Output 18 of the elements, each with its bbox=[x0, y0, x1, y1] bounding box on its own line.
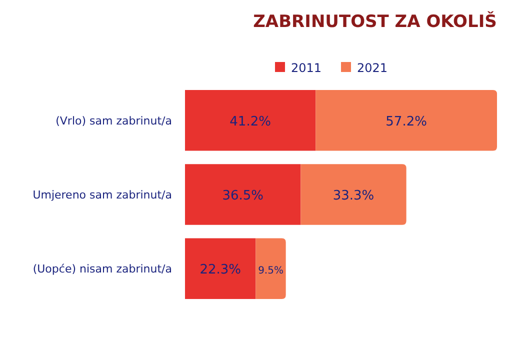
data-label: 33.3% bbox=[332, 188, 374, 204]
bar bbox=[185, 90, 316, 151]
bar bbox=[185, 164, 301, 225]
y-tick-label: (Vrlo) sam zabrinut/a bbox=[56, 114, 172, 128]
bar bbox=[300, 164, 406, 225]
data-label: 9.5% bbox=[258, 266, 284, 277]
bar bbox=[256, 238, 286, 299]
chart-title: ZABRINUTOST ZA OKOLIŠ bbox=[253, 11, 497, 32]
data-label: 57.2% bbox=[386, 114, 427, 130]
y-tick-label: (Uopće) nisam zabrinut/a bbox=[32, 262, 172, 276]
data-label: 41.2% bbox=[230, 114, 271, 130]
legend-label: 2011 bbox=[291, 61, 322, 75]
legend-label: 2021 bbox=[357, 61, 388, 75]
data-label: 22.3% bbox=[200, 262, 242, 278]
bar bbox=[316, 90, 497, 151]
y-tick-label: Umjereno sam zabrinut/a bbox=[32, 188, 172, 202]
data-label: 36.5% bbox=[222, 188, 264, 204]
bar bbox=[185, 238, 256, 299]
